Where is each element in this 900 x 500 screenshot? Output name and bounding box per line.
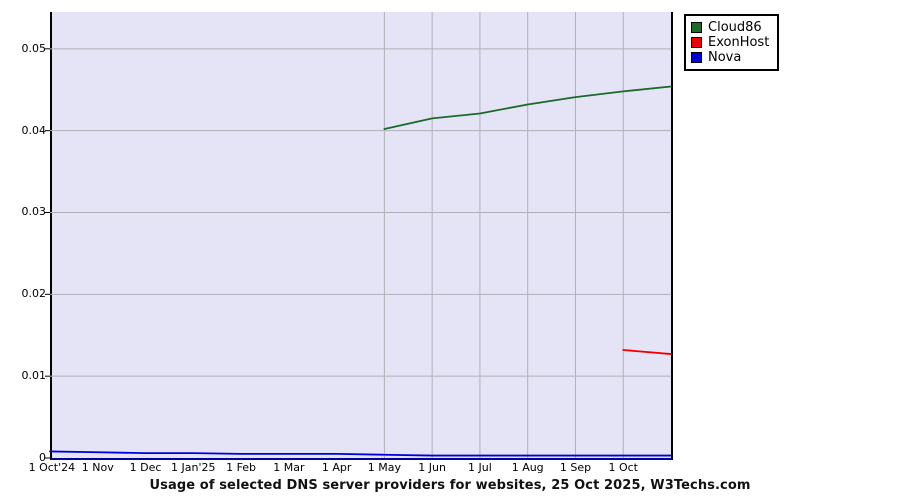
x-tick-label: 1 Jun: [418, 461, 446, 474]
x-tick-label: 1 Aug: [511, 461, 544, 474]
legend-item-cloud86[interactable]: Cloud86: [691, 20, 769, 35]
legend-item-nova[interactable]: Nova: [691, 50, 769, 65]
series-line-cloud86: [383, 85, 672, 130]
y-tick-label: 0: [0, 452, 46, 463]
plot-area: [50, 12, 672, 460]
axis-tick-marks: [45, 48, 50, 459]
y-tick-label-text: 0.05: [21, 41, 47, 55]
y-tick-label: 0.03: [0, 205, 47, 219]
y-tick-label: 0.05: [0, 41, 47, 55]
y-tick-label-text: 0.02: [21, 287, 47, 301]
x-tick-label: 1 Oct'24: [28, 461, 76, 474]
legend-item-exonhost[interactable]: ExonHost: [691, 35, 769, 50]
chart-caption: Usage of selected DNS server providers f…: [149, 478, 751, 493]
series-line-nova: [49, 450, 672, 457]
y-tick-label: 0.01: [0, 369, 47, 383]
legend-swatch-exonhost: [691, 37, 702, 48]
y-tick-label-text: 0.04: [21, 123, 47, 137]
plot-right-border: [671, 12, 673, 460]
y-tick-label-text: 0.01: [21, 369, 47, 383]
x-tick-label: 1 Nov: [81, 461, 114, 474]
legend-swatch-nova: [691, 52, 702, 63]
x-tick-label: 1 Sep: [559, 461, 592, 474]
y-tick-label: 0.02: [0, 287, 47, 301]
x-tick-label: 1 Dec: [129, 461, 162, 474]
legend-label-cloud86: Cloud86: [708, 20, 762, 35]
x-tick-label: 1 Mar: [273, 461, 305, 474]
y-tick-label-text: 0: [39, 451, 46, 464]
y-tick-label: 0.04: [0, 123, 47, 137]
y-tick-label-text: 0.03: [21, 205, 47, 219]
vertical-gridlines: [383, 12, 624, 458]
x-tick-label: 1 Jan'25: [171, 461, 216, 474]
x-tick-label: 1 Oct: [608, 461, 638, 474]
legend-swatch-cloud86: [691, 22, 702, 33]
x-tick-label: 1 Apr: [321, 461, 352, 474]
x-tick-label: 1 Feb: [226, 461, 257, 474]
horizontal-gridlines: [50, 48, 671, 377]
x-tick-label: 1 Jul: [468, 461, 492, 474]
x-tick-label: 1 May: [367, 461, 401, 474]
series-line-exonhost: [622, 349, 672, 355]
legend-label-nova: Nova: [708, 50, 742, 65]
data-series-lines: [49, 85, 672, 457]
legend-label-exonhost: ExonHost: [708, 35, 770, 50]
legend: Cloud86 ExonHost Nova: [684, 14, 780, 71]
